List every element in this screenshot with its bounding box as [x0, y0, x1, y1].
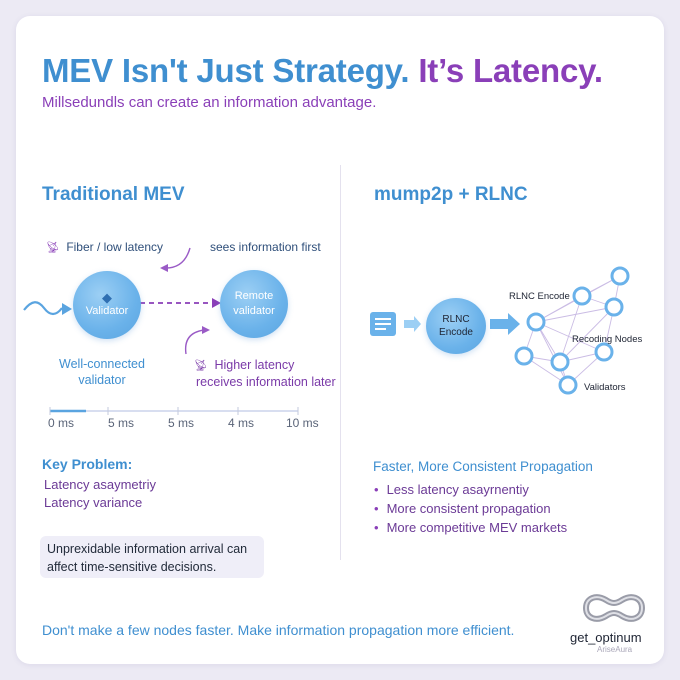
satellite-dish-icon: 📡︎ [46, 242, 60, 254]
dashed-link-arrowhead [212, 298, 221, 308]
benefit-item: • More consistent propagation [374, 501, 551, 516]
column-divider [340, 165, 341, 560]
title-part-strategy: MEV Isn't Just Strategy. [42, 52, 410, 89]
higher-latency-line2: receives information later [196, 375, 336, 389]
timeline-tick-1: 5 ms [108, 416, 135, 430]
rlnc-encode-node-label: RLNC Encode [439, 313, 473, 339]
remote-validator-label-line2: validator [233, 305, 275, 317]
validator-node: ◆ Validator [73, 271, 141, 339]
incoming-signal-wave [23, 301, 63, 316]
network-nodes [514, 266, 630, 395]
key-problem-heading: Key Problem: [42, 456, 133, 472]
traditional-mev-heading: Traditional MEV [42, 184, 185, 205]
subtitle: Millsedundls can create an information a… [42, 94, 377, 111]
higher-latency-line1: Higher latency [214, 358, 295, 372]
problem-callout-line2: affect time-sensitive decisions. [47, 560, 217, 575]
network-rlnc-encode-label: RLNC Encode [509, 291, 570, 302]
benefit-item: • More competitive MEV markets [374, 520, 568, 535]
title-part-latency: It’s Latency. [418, 52, 603, 89]
mump2p-rlnc-heading: mump2p + RLNC [374, 184, 528, 205]
incoming-arrowhead [62, 303, 72, 315]
timeline-tick-4: 10 ms [286, 416, 319, 430]
network-node [572, 286, 592, 306]
network-node [526, 312, 546, 332]
benefit-item: • Less latency asayrnentiy [374, 482, 529, 497]
well-connected-line2: validator [78, 373, 126, 387]
timeline-tick-2: 5 ms [168, 416, 195, 430]
remote-validator-node: Remote validator [220, 270, 288, 338]
network-node [594, 342, 614, 362]
fiber-label-row: 📡︎ Fiber / low latency [46, 240, 163, 254]
network-node [558, 375, 578, 395]
network-node [550, 352, 570, 372]
validator-label: Validator [85, 305, 129, 318]
problem-callout-box: Unprexidable information arrival can aff… [40, 536, 264, 578]
benefits-heading: Faster, More Consistent Propagation [373, 459, 593, 474]
encode-to-network-arrow [490, 313, 520, 335]
validators-label: Validators [584, 382, 626, 393]
network-node [610, 266, 630, 286]
problem-item-variance: Latency variance [44, 495, 143, 510]
sees-first-arrow [165, 247, 191, 269]
network-node [514, 346, 534, 366]
page-title: MEV Isn't Just Strategy. It’s Latency. [42, 52, 603, 90]
higher-latency-caption: 📡︎ Higher latency receives information l… [194, 357, 336, 390]
document-icon [370, 312, 396, 336]
fiber-low-latency-label: Fiber / low latency [66, 240, 164, 254]
remote-validator-label-line1: Remote [234, 290, 274, 303]
timeline-tick-3: 4 ms [228, 416, 255, 430]
problem-callout-line1: Unprexidable information arrival can [47, 542, 248, 556]
brand-name: get_optinum [570, 630, 642, 645]
rlnc-encode-node: RLNC Encode [426, 298, 486, 354]
benefits-list: • Less latency asayrnentiy • More consiste… [374, 480, 567, 537]
doc-to-encode-arrow [404, 316, 421, 332]
timeline-tick-0: 0 ms [48, 416, 75, 430]
problem-item-asymmetry: Latency asaymetriy [44, 477, 156, 492]
satellite-dish-icon: 📡︎ [194, 360, 208, 372]
brand-subtext: AriseAura [597, 645, 633, 654]
well-connected-line1: Well-connected [59, 357, 145, 371]
later-arrow [184, 329, 205, 355]
well-connected-caption: Well-connected validator [56, 356, 148, 388]
ethereum-icon: ◆ [102, 290, 112, 306]
recoding-nodes-label: Recoding Nodes [572, 334, 643, 345]
sees-information-first-label: sees information first [210, 240, 321, 254]
network-node [604, 297, 624, 317]
footer-tagline: Don't make a few nodes faster. Make info… [42, 622, 515, 638]
